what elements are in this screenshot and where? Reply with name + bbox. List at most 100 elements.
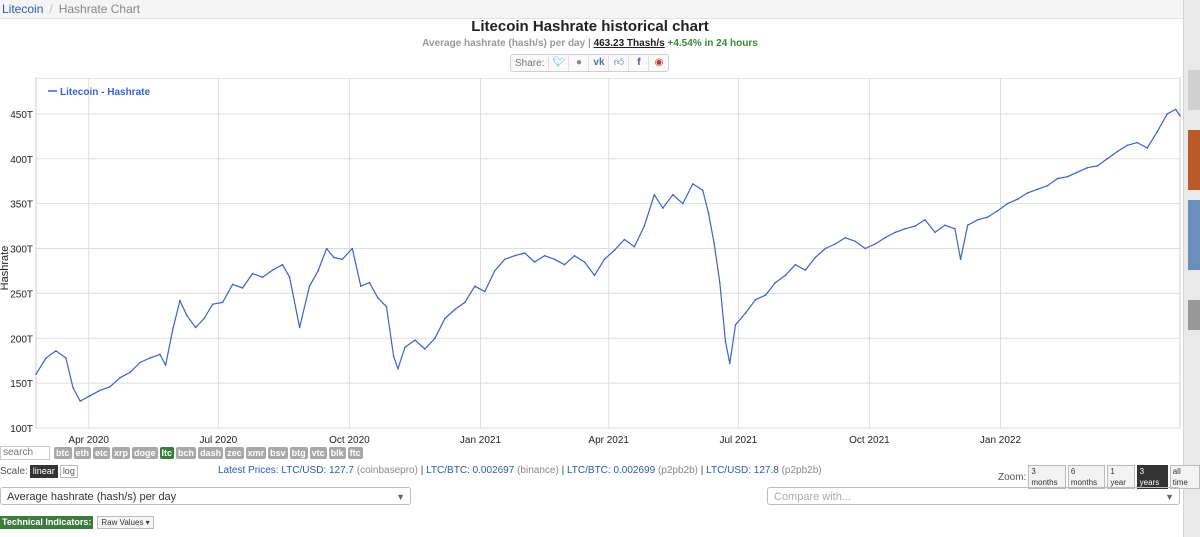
data-point-77 xyxy=(729,362,731,365)
data-point-118 xyxy=(1126,144,1129,147)
data-point-107 xyxy=(1016,198,1019,200)
x-axis-ticks: Apr 2020 Jul 2020 Oct 2020 Jan 2021 Apr 2021… xyxy=(68,435,1021,446)
y-tick-label: 150T xyxy=(10,379,33,390)
data-point-11 xyxy=(139,361,141,364)
data-point-58 xyxy=(563,263,566,266)
zoom-3-months-button[interactable]: 3 months xyxy=(1028,465,1066,489)
y-tick-label: 450T xyxy=(10,110,33,121)
data-point-16 xyxy=(179,299,181,302)
coin-button-btg[interactable]: btg xyxy=(289,447,308,459)
data-point-94 xyxy=(894,231,896,234)
raw-values-label: Raw Values xyxy=(101,518,144,527)
data-point-6 xyxy=(89,394,91,397)
data-point-68 xyxy=(662,207,664,209)
coin-button-zec[interactable]: zec xyxy=(225,447,244,459)
data-point-48 xyxy=(464,301,466,304)
breadcrumb-root-link[interactable]: Litecoin xyxy=(2,2,44,16)
x-tick-label: Apr 2020 xyxy=(68,435,109,446)
data-point-42 xyxy=(404,346,406,349)
weibo-icon[interactable]: ◉ xyxy=(654,57,664,68)
data-point-99 xyxy=(944,224,946,226)
metric-select[interactable]: Average hashrate (hash/s) per day ▼ xyxy=(0,487,411,505)
coin-button-blk[interactable]: blk xyxy=(328,447,346,459)
scale-label: Scale: xyxy=(0,466,28,477)
data-point-3 xyxy=(65,357,67,359)
data-point-53 xyxy=(513,254,516,257)
price-1[interactable]: LTC/USD: 127.7 xyxy=(281,465,354,476)
price-3[interactable]: LTC/BTC: 0.002699 xyxy=(566,465,656,476)
data-point-30 xyxy=(308,285,311,287)
raw-values-dropdown[interactable]: Raw Values ▾ xyxy=(97,516,154,529)
breadcrumb-current: Hashrate Chart xyxy=(58,2,141,16)
coin-button-vtc[interactable]: vtc xyxy=(309,447,327,459)
coin-button-xrp[interactable]: xrp xyxy=(112,447,131,459)
compare-select-placeholder: Compare with... xyxy=(774,491,852,503)
data-point-69 xyxy=(672,193,674,196)
chevron-down-icon: ▼ xyxy=(396,492,405,502)
zoom-label: Zoom: xyxy=(998,471,1027,483)
subtitle-separator: | xyxy=(587,38,591,49)
y-tick-label: 350T xyxy=(10,200,33,211)
like-icon[interactable]: 👍︎ xyxy=(609,55,630,71)
chart-subtitle: Average hashrate (hash/s) per day | 463.… xyxy=(0,38,1180,49)
scale-linear-button[interactable]: linear xyxy=(29,465,58,478)
zoom-all-time-button[interactable]: all time xyxy=(1169,465,1200,489)
data-point-13 xyxy=(159,353,161,356)
data-point-24 xyxy=(251,272,254,275)
data-point-14 xyxy=(164,364,167,367)
data-point-54 xyxy=(523,252,526,254)
zoom-3-years-button[interactable]: 3 years xyxy=(1136,465,1168,489)
zoom-1-year-button[interactable]: 1 year xyxy=(1107,465,1135,489)
data-point-100 xyxy=(954,228,956,230)
price-4[interactable]: LTC/USD: 127.8 xyxy=(706,465,779,476)
data-point-71 xyxy=(692,183,694,185)
coin-search-input[interactable]: search xyxy=(0,446,50,460)
y-tick-label: 300T xyxy=(10,245,33,256)
data-point-20 xyxy=(211,303,214,305)
data-point-8 xyxy=(109,385,111,388)
data-point-47 xyxy=(454,308,456,311)
coin-button-btc[interactable]: btc xyxy=(54,447,72,459)
coin-button-xmr[interactable]: xmr xyxy=(245,447,267,459)
data-point-64 xyxy=(623,238,626,241)
coin-button-ftc[interactable]: ftc xyxy=(347,447,363,459)
facebook-icon[interactable]: f xyxy=(629,55,650,71)
coin-button-bsv[interactable]: bsv xyxy=(268,447,288,459)
data-point-28 xyxy=(288,276,291,278)
zoom-selector: Zoom: 3 months 6 months 1 year 3 years a… xyxy=(998,465,1200,489)
coin-button-dash[interactable]: dash xyxy=(198,447,224,459)
scale-log-button[interactable]: log xyxy=(59,465,78,478)
data-point-34 xyxy=(341,258,344,261)
data-point-120 xyxy=(1146,147,1148,149)
price-2[interactable]: LTC/BTC: 0.002697 xyxy=(426,465,515,476)
data-point-51 xyxy=(493,270,496,272)
coin-button-eth[interactable]: eth xyxy=(73,447,91,459)
data-point-105 xyxy=(996,210,999,212)
data-point-70 xyxy=(682,202,684,205)
hashrate-change: +4.54% in 24 hours xyxy=(667,38,758,49)
data-point-45 xyxy=(434,337,436,340)
reddit-icon[interactable]: ● xyxy=(569,55,590,71)
coin-button-doge[interactable]: doge xyxy=(132,447,158,459)
data-point-83 xyxy=(784,274,787,277)
coin-button-ltc[interactable]: ltc xyxy=(159,447,175,459)
data-point-117 xyxy=(1116,150,1119,153)
data-point-88 xyxy=(834,243,836,245)
data-point-59 xyxy=(573,254,576,257)
compare-select[interactable]: Compare with... ▼ xyxy=(767,487,1180,505)
price-3-source: (p2pb2b) xyxy=(657,465,698,476)
twitter-icon[interactable]: 🐦︎ xyxy=(549,55,570,71)
data-point-119 xyxy=(1136,141,1139,144)
data-point-46 xyxy=(444,317,446,320)
vk-icon[interactable]: vk xyxy=(589,55,610,71)
data-point-57 xyxy=(553,258,556,261)
data-point-122 xyxy=(1166,113,1168,115)
coin-button-etc[interactable]: etc xyxy=(93,447,111,459)
x-tick-label: Oct 2020 xyxy=(329,435,370,446)
data-point-66 xyxy=(643,225,646,227)
hashrate-line xyxy=(35,108,1181,402)
hashrate-chart[interactable]: 100T 150T 200T 250T 300T 350T 400T 450T Apr 202… xyxy=(0,78,1182,446)
coin-button-bch[interactable]: bch xyxy=(176,447,197,459)
data-point-76 xyxy=(724,341,727,343)
zoom-6-months-button[interactable]: 6 months xyxy=(1067,465,1106,489)
